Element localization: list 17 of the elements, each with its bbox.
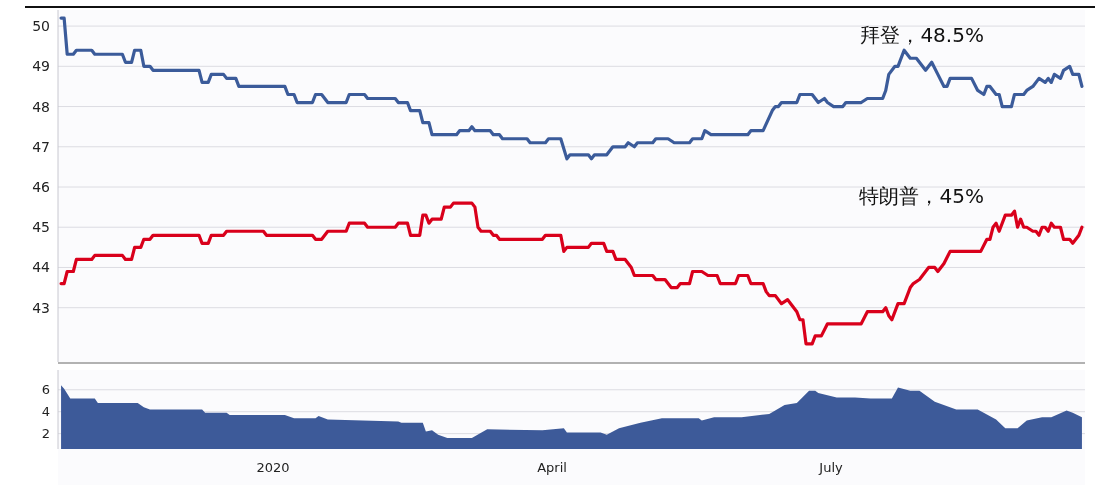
y-tick-label: 49 bbox=[32, 58, 50, 75]
y-tick-label: 44 bbox=[32, 259, 51, 276]
y-tick-label: 43 bbox=[32, 299, 50, 316]
y-tick-label: 50 bbox=[32, 18, 50, 35]
y-tick-label: 4 bbox=[41, 404, 50, 420]
x-tick-label: April bbox=[537, 460, 567, 476]
y-tick-label: 2 bbox=[41, 426, 50, 442]
y-tick-label: 47 bbox=[32, 138, 50, 155]
x-tick-label: 2020 bbox=[256, 460, 290, 476]
y-tick-label: 48 bbox=[32, 98, 50, 115]
y-tick-label: 45 bbox=[32, 219, 50, 236]
annotation: 特朗普，45% bbox=[859, 184, 984, 209]
line-series bbox=[59, 16, 1084, 161]
y-tick-label: 6 bbox=[41, 382, 50, 398]
x-tick-label: July bbox=[818, 460, 844, 476]
y-tick-label: 46 bbox=[32, 178, 51, 195]
annotation: 拜登，48.5% bbox=[860, 23, 984, 48]
